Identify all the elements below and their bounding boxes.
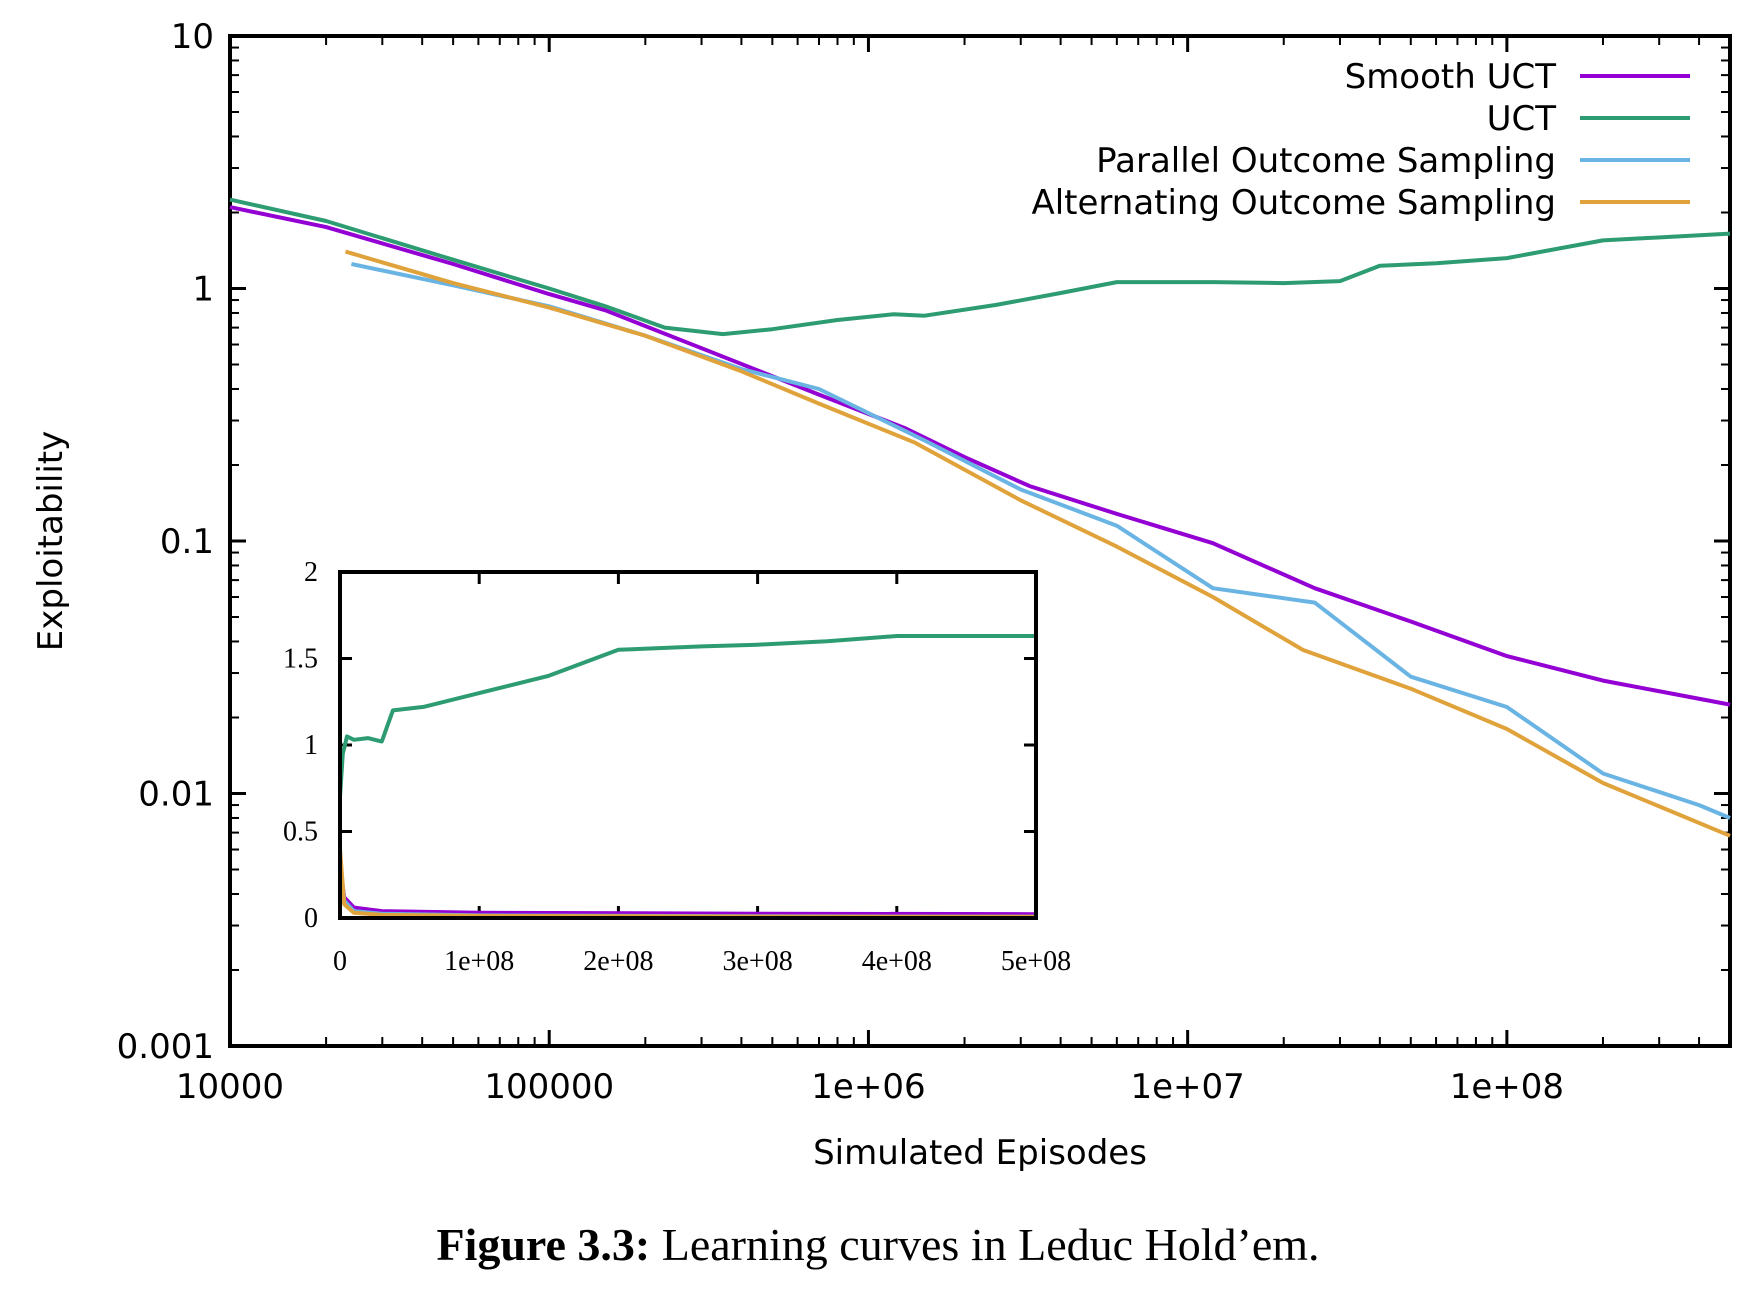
x-axis-label: Simulated Episodes [813,1133,1147,1173]
legend-label-uct: UCT [1487,99,1557,139]
x-tick-label: 100000 [484,1067,614,1107]
legend-label-alternating-outcome-sampling: Alternating Outcome Sampling [1031,183,1556,223]
inset-plot-frame [338,570,1038,920]
figure-caption: Figure 3.3: Learning curves in Leduc Hol… [0,1218,1756,1271]
main-ticks: 10000 100000 1e+06 1e+07 1e+08 0.001 0.01 0.1 1 1… [117,17,1730,1107]
inset-y-tick-label: 1 [304,730,318,761]
y-tick-label: 0.01 [138,775,214,815]
series-line-smooth-uct [229,205,1731,707]
main-series [229,197,1731,838]
inset-x-tick-label: 2e+08 [583,946,653,977]
inset-x-tick-label: 5e+08 [1001,946,1071,977]
inset-y-tick-label: 0 [304,903,318,934]
inset-ticks: 0 1e+08 2e+08 3e+08 4e+08 5e+08 0 0.5 1 1.5 2 [283,557,1071,977]
y-axis-label: Exploitability [31,431,71,651]
inset-y-tick-label: 0.5 [283,817,318,848]
x-tick-label: 10000 [176,1067,284,1107]
inset-chart: 0 1e+08 2e+08 3e+08 4e+08 5e+08 0 0.5 1 1.5 2 [283,557,1071,977]
inset-series-line-uct [338,634,1036,798]
x-tick-label: 1e+08 [1450,1067,1564,1107]
x-tick-label: 1e+06 [811,1067,925,1107]
main-minor-ticks [230,36,1730,1046]
inset-background [340,572,1036,918]
legend-label-smooth-uct: Smooth UCT [1345,57,1557,97]
inset-y-tick-label: 1.5 [283,644,318,675]
legend-label-parallel-outcome-sampling: Parallel Outcome Sampling [1096,141,1556,181]
y-tick-label: 0.1 [160,522,214,562]
inset-x-tick-label: 0 [333,946,347,977]
y-tick-label: 1 [192,270,214,310]
inset-x-tick-label: 4e+08 [862,946,932,977]
series-line-uct [229,197,1731,337]
series-line-alternating-outcome-sampling [344,249,1731,838]
y-tick-label: 0.001 [117,1027,214,1067]
y-tick-label: 10 [171,17,214,57]
inset-x-tick-label: 3e+08 [722,946,792,977]
caption-label: Figure 3.3: [436,1219,651,1270]
inset-x-tick-label: 1e+08 [444,946,514,977]
main-chart: 10000 100000 1e+06 1e+07 1e+08 0.001 0.01 0.1 1 1… [31,17,1732,1173]
inset-y-tick-label: 2 [304,557,318,588]
x-tick-label: 1e+07 [1131,1067,1245,1107]
caption-text: Learning curves in Leduc Hold’em. [661,1219,1320,1270]
